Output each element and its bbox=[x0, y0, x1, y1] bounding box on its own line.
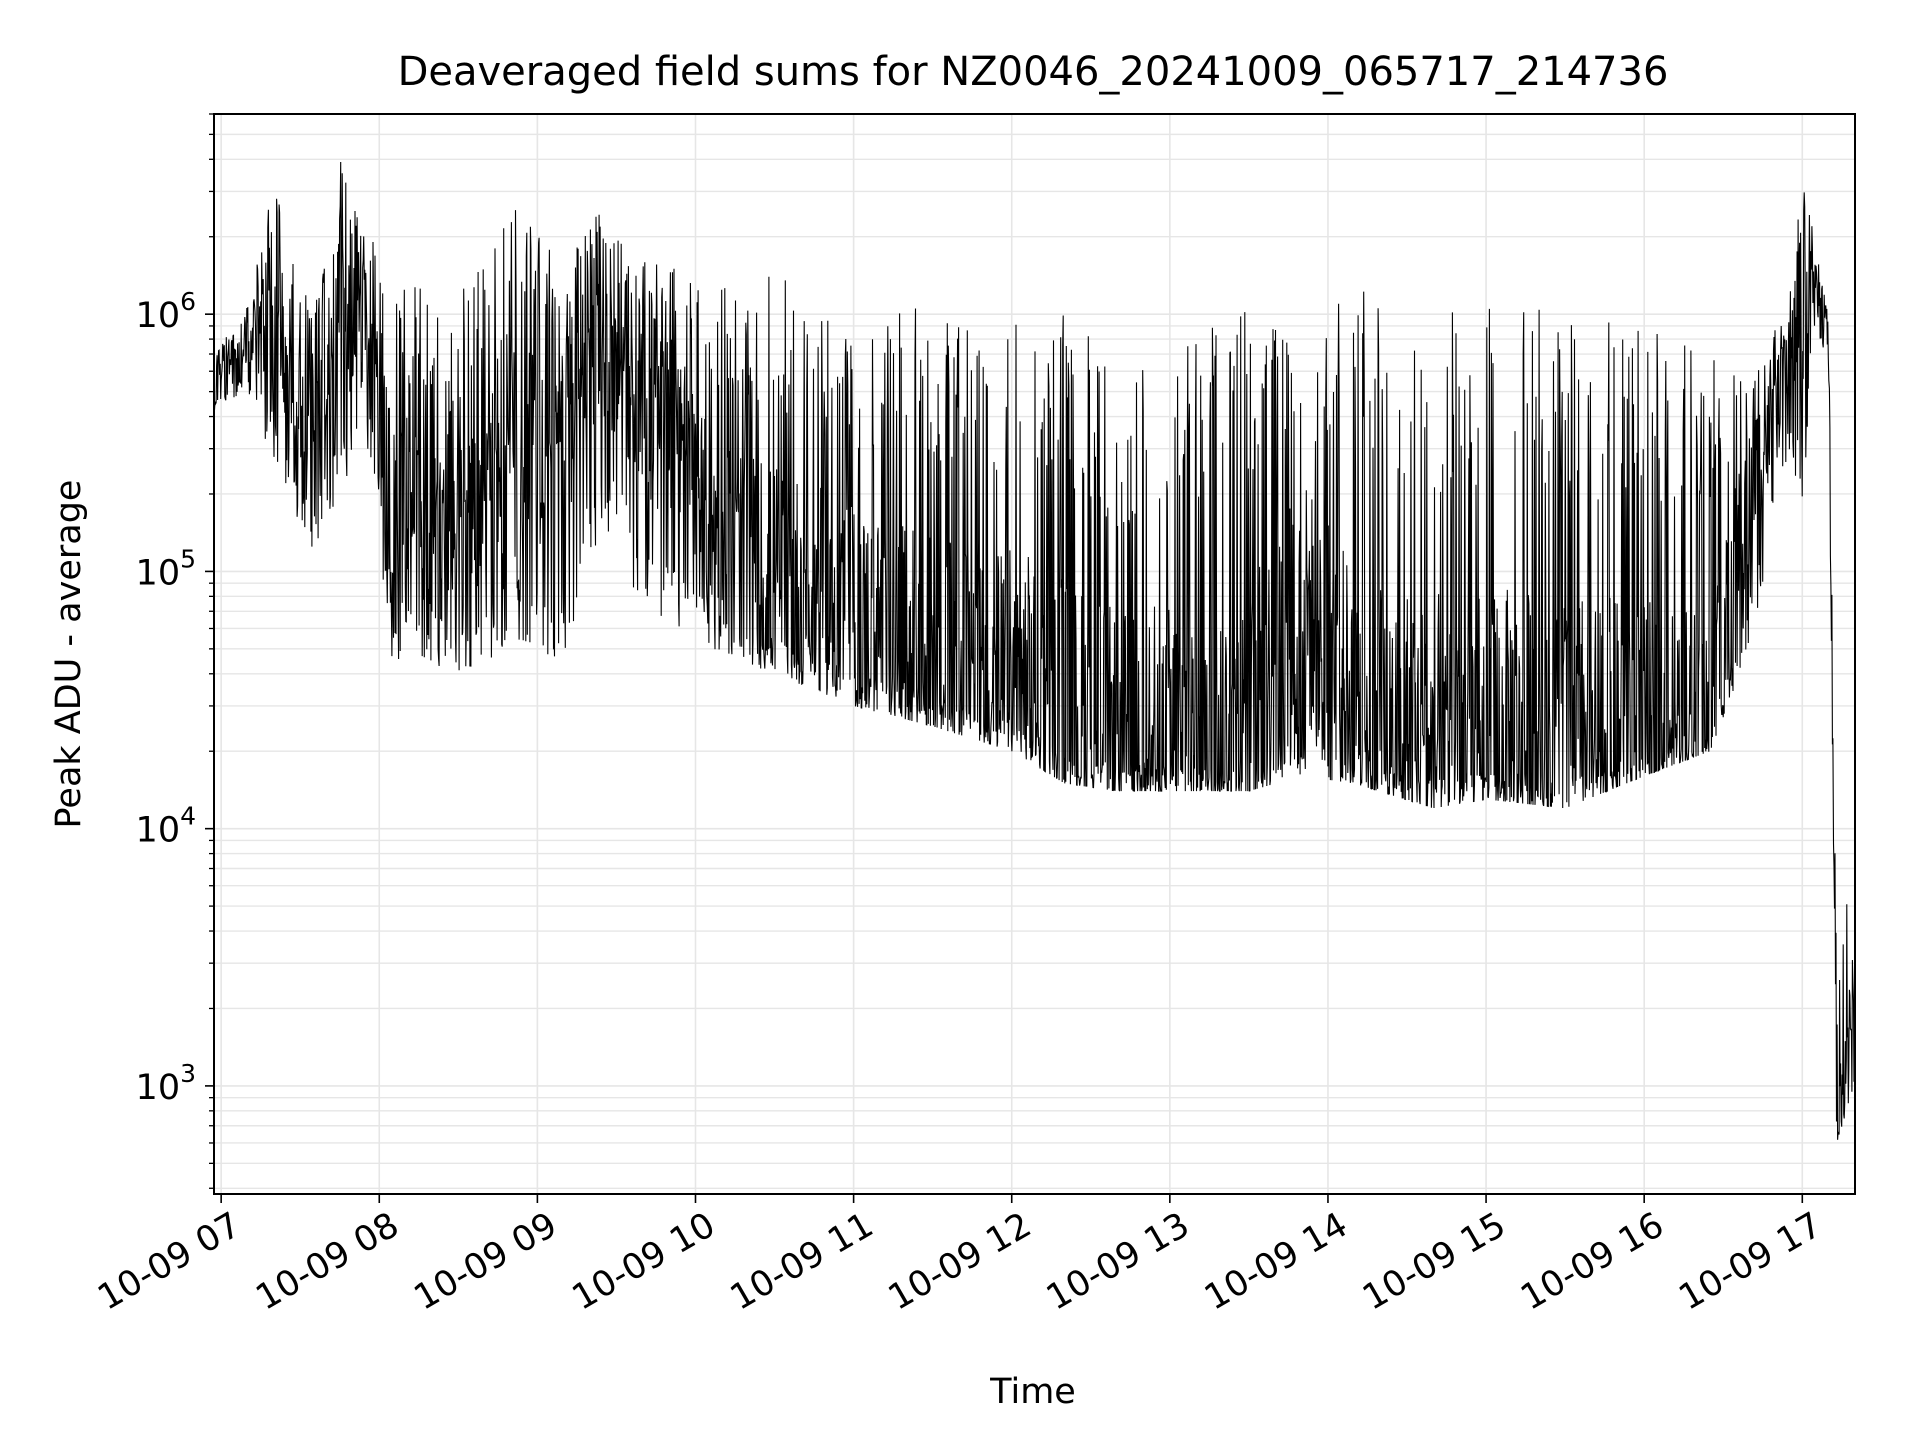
y-tick-label: 105 bbox=[136, 544, 196, 593]
y-tick-label: 103 bbox=[136, 1059, 196, 1108]
x-axis-label: Time bbox=[989, 1372, 1076, 1412]
y-axis-label: Peak ADU - average bbox=[49, 480, 89, 829]
chart-title: Deaveraged field sums for NZ0046_2024100… bbox=[398, 49, 1669, 95]
plot-frame bbox=[213, 113, 1856, 1195]
series-layer bbox=[213, 161, 1856, 1140]
y-axis-ticks: 103 104 105 106 bbox=[136, 113, 214, 1189]
series-line bbox=[213, 161, 1856, 1140]
y-tick-label: 106 bbox=[136, 287, 196, 336]
y-tick-label: 104 bbox=[136, 802, 196, 851]
